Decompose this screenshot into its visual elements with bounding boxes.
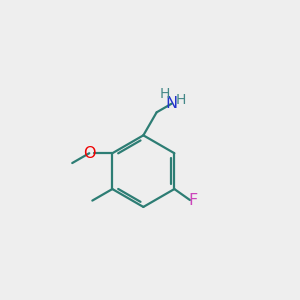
Text: H: H: [175, 92, 186, 106]
Text: H: H: [160, 87, 170, 101]
Text: F: F: [189, 193, 198, 208]
Text: N: N: [166, 96, 178, 111]
Text: O: O: [83, 146, 95, 161]
